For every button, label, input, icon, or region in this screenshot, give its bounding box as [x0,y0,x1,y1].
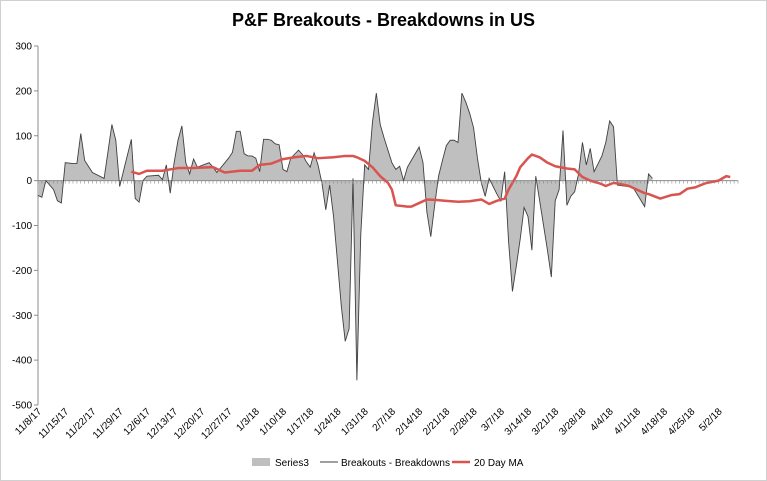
x-tick-label: 3/28/18 [557,406,589,438]
y-tick-label: 300 [15,42,32,53]
x-tick-label: 4/18/18 [639,406,671,438]
y-tick-label: -100 [12,221,32,232]
x-tick-label: 2/14/18 [394,406,426,438]
chart-title: P&F Breakouts - Breakdowns in US [231,10,536,30]
y-tick-label: -500 [12,401,32,412]
x-axis-ticks: 11/8/1711/15/1711/22/1711/29/1712/6/1712… [13,180,739,442]
x-tick-label: 3/21/18 [530,406,562,438]
y-axis-ticks: 300 200 100 0 -100 -200 -300 -400 -500 [12,42,39,412]
x-tick-label: 4/25/18 [666,406,698,438]
y-tick-label: 100 [15,131,32,142]
x-tick-label: 2/28/18 [448,406,480,438]
x-tick-label: 11/29/17 [91,406,126,441]
y-tick-label: -200 [12,266,32,277]
x-tick-label: 5/2/18 [697,406,725,434]
x-tick-label: 1/24/18 [312,406,344,438]
y-tick-label: 200 [15,86,32,97]
x-tick-label: 1/10/18 [258,406,290,438]
legend-label-ma: 20 Day MA [474,458,524,469]
series3-area [38,93,653,381]
breakouts-breakdowns-line [37,92,653,381]
y-tick-label: -300 [12,311,32,322]
legend-label-series3: Series3 [275,458,309,469]
x-tick-label: 1/17/18 [285,406,317,438]
x-tick-label: 3/14/18 [503,406,535,438]
y-tick-label: -400 [12,356,32,367]
x-tick-label: 2/21/18 [421,406,453,438]
x-tick-label: 4/11/18 [612,406,643,437]
plot-area [37,92,738,381]
legend-swatch-series3 [252,458,270,466]
y-tick-label: 0 [26,176,32,187]
legend: Series3 Breakouts - Breakdowns 20 Day MA [252,458,524,469]
ma-20-day-line [130,153,731,208]
legend-label-breakouts: Breakouts - Breakdowns [341,458,450,469]
x-tick-label: 1/31/18 [339,406,371,438]
